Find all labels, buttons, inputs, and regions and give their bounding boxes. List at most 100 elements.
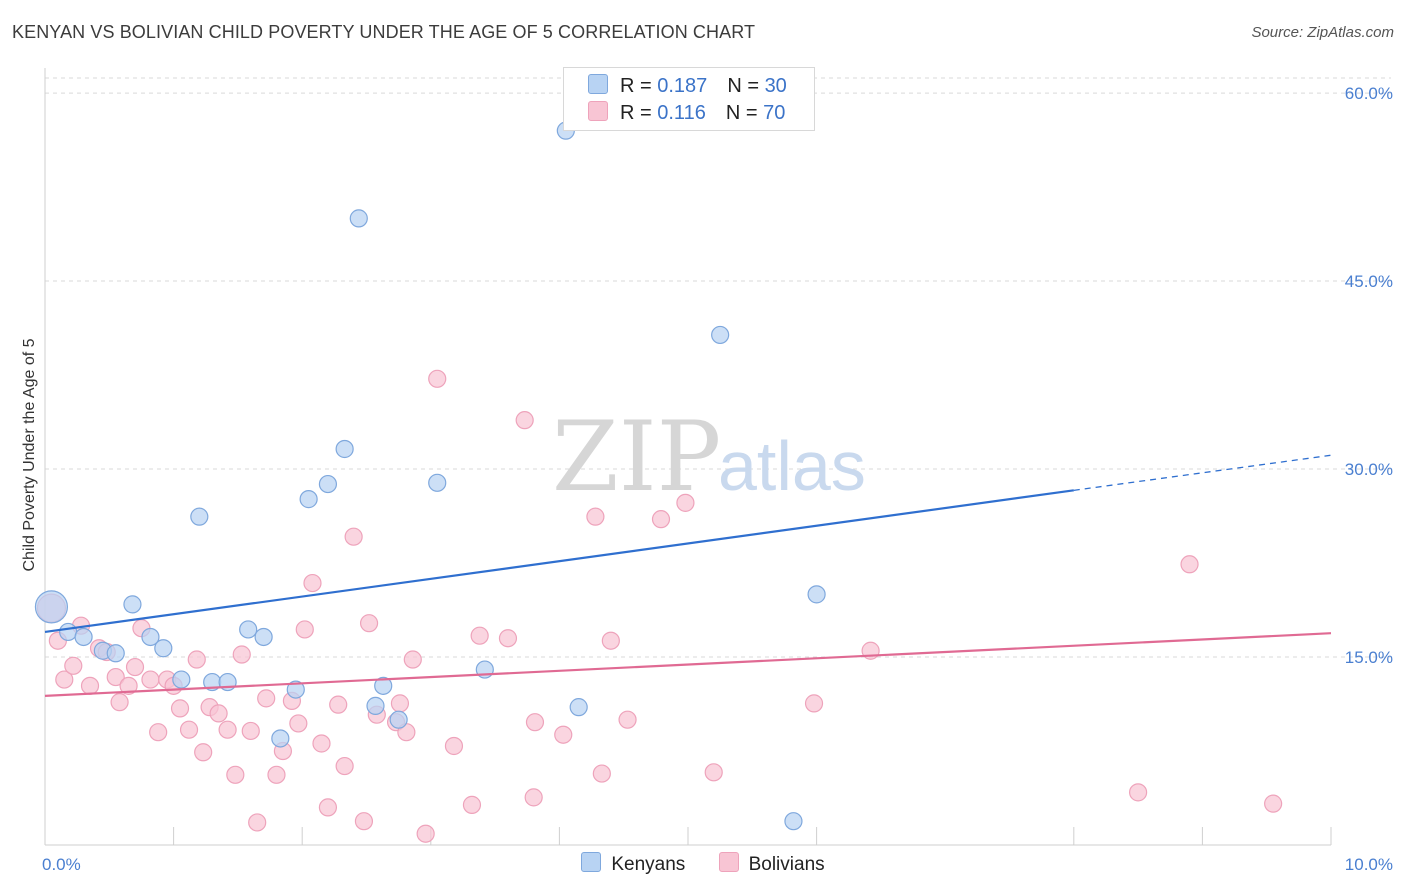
point-bolivian [119, 676, 138, 695]
point-kenyan [374, 676, 393, 695]
point-bolivian [804, 694, 824, 713]
point-bolivian [303, 573, 322, 593]
point-kenyan [784, 812, 803, 831]
point-bolivian [241, 721, 260, 741]
point-kenyan [569, 698, 588, 717]
point-kenyan [74, 627, 93, 647]
tick-labels: 15.0% 30.0% 45.0% 60.0% 0.0% 10.0% [42, 84, 1393, 874]
point-bolivian [232, 645, 251, 664]
point-kenyan [318, 474, 338, 494]
point-kenyan [59, 622, 78, 642]
legend-label-kenyans: Kenyans [611, 854, 686, 875]
point-kenyan [389, 710, 408, 729]
point-bolivian [55, 670, 74, 689]
correlation-legend: R = 0.187 N = 30 R = 0.116 N = 70 [563, 67, 815, 131]
point-bolivian [403, 650, 422, 669]
point-kenyan [286, 680, 305, 699]
legend-r-label: R = [620, 102, 658, 124]
point-bolivian [106, 667, 125, 687]
point-bolivian [524, 788, 543, 807]
trend-line-kenyans [44, 489, 1074, 634]
point-kenyan [254, 627, 273, 647]
legend-item-kenyans[interactable]: Kenyans [581, 852, 685, 876]
legend-swatch-kenyans [588, 74, 608, 94]
point-kenyan [34, 590, 69, 624]
legend-swatch-bolivians [718, 852, 739, 872]
point-bolivian [1264, 794, 1283, 813]
watermark-atlas: atlas [718, 427, 866, 505]
point-bolivian [1180, 555, 1199, 574]
point-bolivian [257, 689, 276, 708]
y-tick-label: 30.0% [1345, 460, 1393, 479]
point-kenyan [141, 627, 160, 647]
x-tick-label: 10.0% [1345, 855, 1393, 874]
trend-line-bolivians [44, 632, 1332, 697]
point-bolivian [295, 620, 314, 639]
source-credit: Source: ZipAtlas.com [1251, 24, 1394, 41]
point-bolivian [676, 493, 695, 512]
point-kenyan [349, 209, 368, 228]
point-bolivian [187, 650, 206, 669]
legend-n-value-bolivians: 70 [763, 102, 786, 124]
point-bolivian [248, 813, 267, 832]
point-kenyan [106, 644, 125, 663]
point-bolivian [1128, 783, 1148, 802]
point-bolivian [179, 720, 199, 739]
legend-r-label: R = [620, 75, 658, 97]
point-bolivian [267, 765, 286, 784]
point-bolivian [359, 614, 379, 633]
point-bolivian [390, 694, 410, 713]
point-kenyan [154, 639, 173, 658]
watermark-zip: ZIP [552, 401, 721, 513]
point-bolivian [592, 764, 611, 783]
legend-item-bolivians[interactable]: Bolivians [718, 852, 825, 876]
point-bolivian [515, 411, 534, 430]
watermark: ZIP atlas [552, 401, 866, 513]
legend-r-value-bolivians: 0.116 [657, 102, 706, 124]
point-bolivian [329, 695, 348, 714]
legend-swatch-bolivians [588, 101, 608, 121]
point-bolivian [470, 626, 489, 645]
point-bolivian [344, 527, 363, 546]
point-kenyan [190, 507, 209, 526]
point-kenyan [172, 670, 191, 689]
legend-row-kenyans: R = 0.187 N = 30 [588, 74, 787, 100]
point-kenyan [366, 696, 385, 715]
series-legend: Kenyans Bolivians [0, 852, 1406, 876]
legend-swatch-kenyans [581, 852, 602, 872]
point-bolivian [80, 676, 100, 695]
legend-n-value-kenyans: 30 [764, 75, 787, 97]
point-kenyan [711, 325, 730, 345]
chart-title: KENYAN VS BOLIVIAN CHILD POVERTY UNDER T… [12, 22, 756, 42]
point-bolivian [226, 765, 245, 784]
point-bolivian [525, 713, 545, 732]
point-bolivian [618, 710, 637, 729]
point-bolivian [318, 798, 338, 817]
legend-row-bolivians: R = 0.116 N = 70 [588, 101, 785, 127]
point-bolivian [704, 763, 723, 782]
point-bolivian [416, 824, 435, 843]
point-kenyan [428, 473, 447, 492]
point-bolivian [586, 507, 605, 526]
y-tick-label: 15.0% [1345, 648, 1393, 667]
y-tick-label: 45.0% [1345, 272, 1393, 291]
point-kenyan [299, 490, 318, 509]
point-bolivian [218, 720, 237, 739]
point-bolivian [554, 725, 573, 744]
legend-n-label: N = [725, 102, 764, 124]
point-bolivian [194, 743, 213, 762]
point-bolivian [312, 734, 331, 753]
legend-label-bolivians: Bolivians [748, 854, 825, 875]
trend-lines [44, 454, 1332, 697]
point-kenyan [271, 729, 290, 748]
point-kenyan [335, 439, 354, 459]
point-bolivian [209, 704, 228, 723]
x-tick-label: 0.0% [42, 855, 81, 874]
trend-line-kenyans-extension [1073, 454, 1332, 491]
point-bolivian [444, 736, 464, 756]
point-bolivian [354, 812, 374, 831]
point-bolivian [125, 657, 145, 677]
point-bolivian [601, 631, 620, 650]
y-tick-label: 60.0% [1345, 84, 1393, 103]
